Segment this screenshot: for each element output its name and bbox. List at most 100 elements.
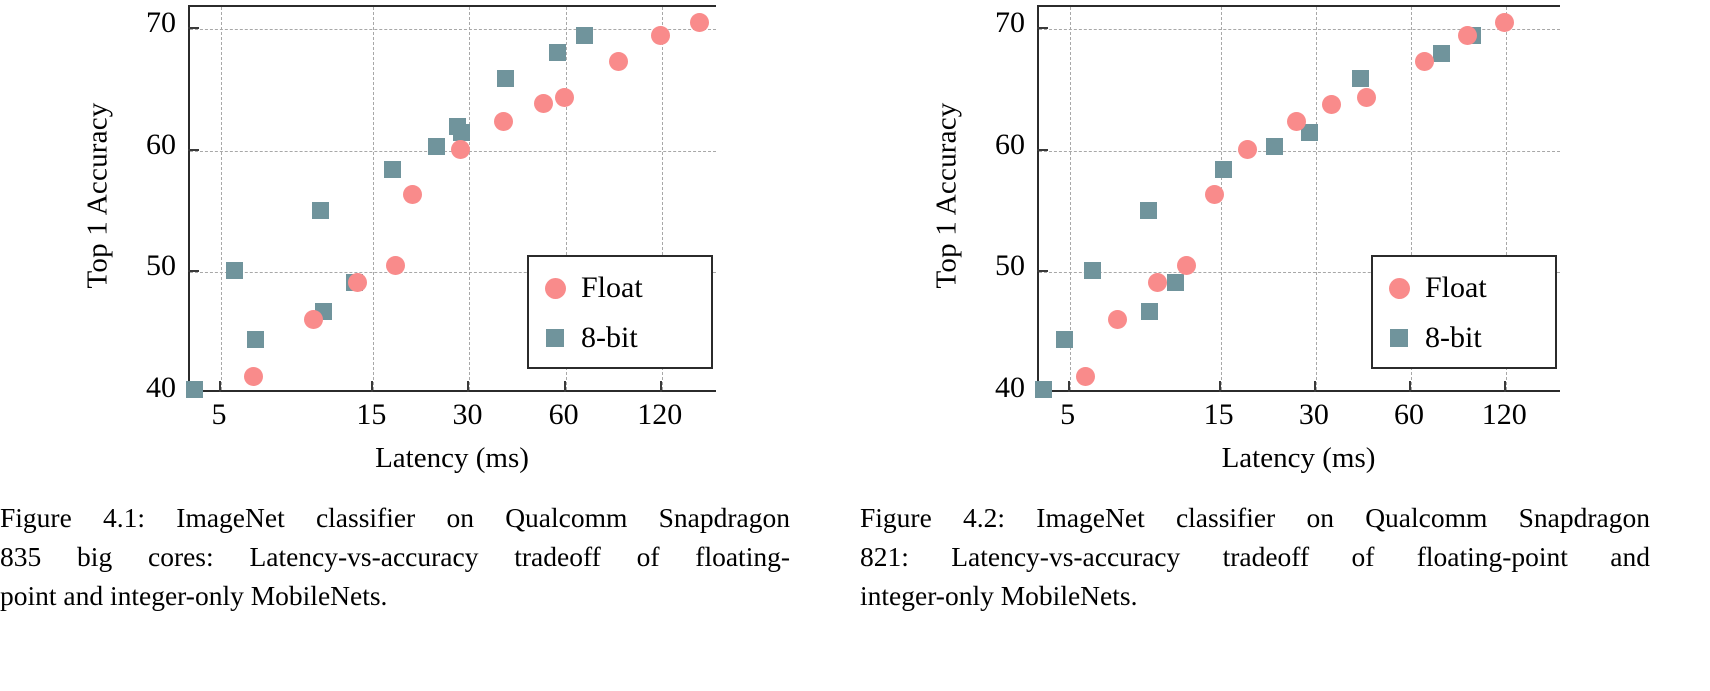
gridline-vertical <box>661 7 663 390</box>
data-point-float <box>1458 26 1478 46</box>
x-tick-label: 30 <box>1298 398 1329 431</box>
data-point-float <box>450 140 470 160</box>
gridline-vertical <box>565 7 567 390</box>
data-point-float <box>494 112 514 132</box>
y-axis-label-left: Top 1 Accuracy <box>81 102 114 288</box>
data-point-float <box>534 94 554 114</box>
caption-line: Figure 4.1: ImageNet classifier on Qualc… <box>0 502 790 533</box>
x-tick-label: 60 <box>548 398 579 431</box>
float-marker-icon <box>535 277 575 299</box>
plot-axes-left <box>188 5 716 392</box>
legend-label-8bit: 8-bit <box>1425 321 1482 354</box>
gridline-horizontal <box>190 272 716 274</box>
x-tick-mark <box>467 381 470 392</box>
x-tick-label: 60 <box>1394 398 1425 431</box>
caption-line: 821: Latency-vs-accuracy tradeoff of flo… <box>860 541 1650 572</box>
gridline-vertical <box>1506 7 1508 390</box>
data-point-float <box>1076 366 1096 386</box>
data-point-8bit <box>1433 45 1451 63</box>
gridline-horizontal <box>1039 272 1560 274</box>
x-tick-mark <box>371 381 374 392</box>
data-point-8bit <box>384 160 402 178</box>
figure-4-2: Top 1 Accuracy 40 50 60 70 5 15 30 60 120 Float … <box>860 0 1660 691</box>
y-tick-label: 60 <box>995 127 1025 161</box>
caption-line: point and integer-only MobileNets. <box>0 580 388 611</box>
y-tick-label: 70 <box>146 6 176 39</box>
caption-line: 835 big cores: Latency-vs-accuracy trade… <box>0 541 790 572</box>
data-point-float <box>243 366 263 386</box>
data-point-float <box>1356 88 1376 108</box>
data-point-float <box>651 26 671 46</box>
gridline-vertical <box>1069 7 1071 390</box>
data-point-8bit <box>549 44 567 62</box>
x-tick-label: 15 <box>1203 398 1234 431</box>
x-tick-mark <box>1504 381 1507 392</box>
y-tick-label: 40 <box>146 371 176 404</box>
data-point-float <box>1177 255 1197 275</box>
y-tick-mark <box>1037 27 1048 29</box>
gridline-horizontal <box>190 29 716 30</box>
data-point-8bit <box>186 381 204 399</box>
legend-label-float: Float <box>1425 271 1487 304</box>
x-tick-mark <box>1313 381 1316 392</box>
gridline-vertical <box>220 7 222 390</box>
caption-line: Figure 4.2: ImageNet classifier on Qualc… <box>860 502 1650 533</box>
y-tick-mark <box>188 148 199 151</box>
y-tick-mark <box>188 270 199 273</box>
gridline-horizontal <box>1039 29 1560 30</box>
data-point-8bit <box>1215 160 1233 178</box>
x-tick-mark <box>659 381 662 392</box>
data-point-float <box>1494 12 1514 32</box>
x-tick-label: 15 <box>356 398 387 431</box>
x-tick-label: 120 <box>1481 398 1527 431</box>
data-point-8bit <box>312 202 330 220</box>
data-point-float <box>1237 140 1257 160</box>
x-tick-label: 5 <box>211 398 227 431</box>
x-tick-mark <box>563 381 566 392</box>
data-point-float <box>608 51 628 71</box>
legend-label-float: Float <box>581 271 643 304</box>
data-point-float <box>555 88 575 108</box>
data-point-8bit <box>497 69 515 87</box>
data-point-8bit <box>428 137 446 155</box>
x-tick-mark <box>218 381 221 392</box>
int8-marker-icon <box>1379 329 1419 347</box>
y-tick-label: 40 <box>995 371 1025 404</box>
y-tick-label: 60 <box>146 127 176 161</box>
y-tick-label: 50 <box>146 249 176 283</box>
data-point-8bit <box>1035 381 1053 399</box>
data-point-8bit <box>453 124 471 142</box>
x-axis-label-left: Latency (ms) <box>375 442 529 474</box>
caption-4-1: Figure 4.1: ImageNet classifier on Qualc… <box>0 498 790 615</box>
x-tick-mark <box>1067 381 1070 392</box>
gridline-horizontal <box>1039 150 1560 152</box>
caption-line: integer-only MobileNets. <box>860 580 1138 611</box>
y-tick-label: 70 <box>995 6 1025 39</box>
y-tick-mark <box>1037 270 1048 273</box>
legend-item-float: Float <box>1379 269 1487 307</box>
data-point-float <box>1321 95 1341 115</box>
data-point-float <box>1108 309 1128 329</box>
data-point-float <box>304 309 324 329</box>
data-point-8bit <box>1084 261 1102 279</box>
data-point-8bit <box>226 261 244 279</box>
legend-item-8bit: 8-bit <box>1379 319 1482 357</box>
data-point-8bit <box>1167 274 1185 291</box>
data-point-8bit <box>246 331 264 349</box>
data-point-8bit <box>1351 69 1369 87</box>
legend-label-8bit: 8-bit <box>581 321 638 354</box>
data-point-8bit <box>1265 137 1283 155</box>
caption-4-2: Figure 4.2: ImageNet classifier on Qualc… <box>860 498 1650 615</box>
x-tick-label: 30 <box>452 398 483 431</box>
x-axis-label-right: Latency (ms) <box>1221 442 1376 474</box>
legend-item-float: Float <box>535 269 643 307</box>
legend-item-8bit: 8-bit <box>535 319 638 357</box>
data-point-8bit <box>576 27 594 45</box>
data-point-float <box>1205 185 1225 205</box>
data-point-float <box>348 273 368 292</box>
plot-4-2: Top 1 Accuracy 40 50 60 70 5 15 30 60 120 Float … <box>860 0 1660 474</box>
x-tick-mark <box>1218 381 1221 392</box>
data-point-float <box>1287 112 1307 132</box>
y-axis-label-right: Top 1 Accuracy <box>930 102 963 288</box>
